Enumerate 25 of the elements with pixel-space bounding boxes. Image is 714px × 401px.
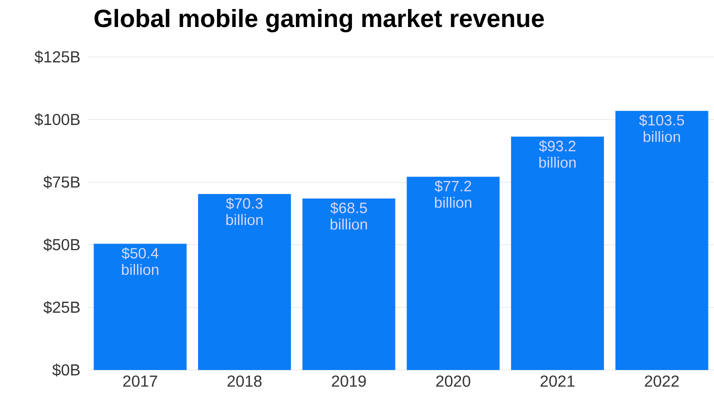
data-label: $70.3 billion <box>226 197 263 226</box>
bar <box>198 194 291 370</box>
data-label: $93.2 billion <box>538 140 576 168</box>
x-tick-label: 2018 <box>228 376 262 387</box>
x-tick-label: 2022 <box>644 376 679 387</box>
x-tick-label: 2020 <box>436 376 470 387</box>
chart-title: Global mobile gaming market revenue <box>94 8 544 32</box>
data-label: $50.4 billion <box>122 247 158 275</box>
y-tick-label: $75B <box>43 176 80 189</box>
data-label: $68.5 billion <box>330 202 367 230</box>
bar <box>94 244 187 370</box>
bar <box>302 198 396 370</box>
y-tick-label: $25B <box>43 300 80 314</box>
data-label: $77.2 billion <box>434 180 472 208</box>
x-tick-label: 2017 <box>123 376 158 387</box>
y-tick-label: $125B <box>34 50 80 64</box>
data-label: $103.5 billion <box>639 114 684 142</box>
y-tick-label: $0B <box>52 364 80 376</box>
bar <box>406 176 500 370</box>
x-tick-label: 2019 <box>332 376 366 387</box>
bar <box>511 136 604 370</box>
bar <box>615 110 708 370</box>
y-tick-label: $100B <box>34 113 80 126</box>
x-tick-label: 2021 <box>540 376 574 387</box>
y-tick-label: $50B <box>43 238 80 252</box>
